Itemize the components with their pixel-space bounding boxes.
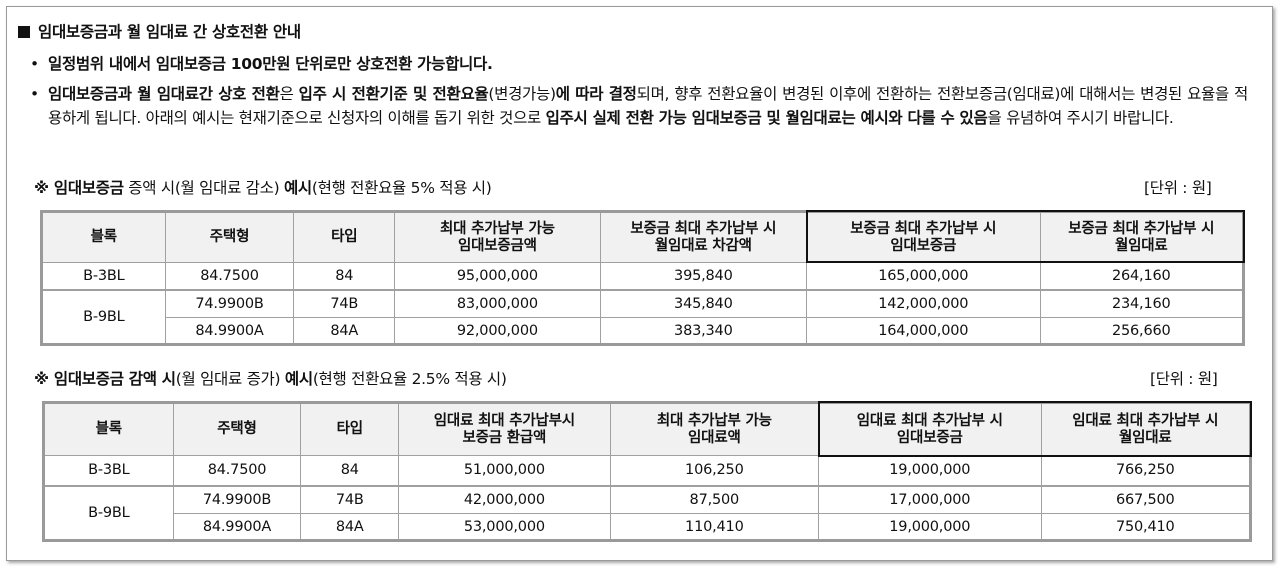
- section1-title-paren: (월 임대료 감소): [174, 179, 284, 197]
- section2-title: ※ 임대보증금 감액 시(월 임대료 증가) 예시(현행 전환요율 2.5% 적…: [34, 367, 507, 389]
- cell-value: 17,000,000: [818, 484, 1042, 514]
- cell-value: 83,000,000: [394, 288, 601, 318]
- header-monthly-rent: 임대료 최대 추가납부 시 월임대료: [1040, 402, 1252, 456]
- section2-title-rate: (현행 전환요율 2.5% 적용 시): [312, 370, 507, 388]
- cell-house-type: 84.9900A: [164, 317, 295, 345]
- increase-deposit-table: 블록 주택형 타입 최대 추가납부 가능 임대보증금액 보증금 최대 추가납부 시…: [40, 210, 1245, 346]
- cell-house-type: 84.9900A: [172, 513, 302, 541]
- bullet2-bold-1: 임대보증금과 월 임대료간 상호 전환: [48, 85, 280, 103]
- header-house-type: 주택형: [164, 211, 295, 263]
- cell-value: 142,000,000: [806, 288, 1041, 318]
- heading-text: 임대보증금과 월 임대료 간 상호전환 안내: [38, 23, 301, 41]
- header-block: 블록: [43, 402, 174, 456]
- section1-title-bold: ※ 임대보증금: [34, 179, 124, 197]
- cell-value: 667,500: [1040, 484, 1252, 514]
- table-row: 84.9900A 84A 92,000,000 383,340 164,000,…: [42, 317, 1244, 345]
- cell-type: 84: [300, 455, 400, 486]
- section1-title: ※ 임대보증금 증액 시(월 임대료 감소) 예시(현행 전환요율 5% 적용 …: [34, 176, 492, 198]
- bullet2-text-8: 을 유념하여 주시기 바랍니다.: [987, 109, 1174, 127]
- bullet-item-1: • 일정범위 내에서 임대보증금 100만원 단위로만 상호전환 가능합니다.: [30, 52, 1248, 76]
- square-bullet-icon: [18, 26, 30, 38]
- header-block: 블록: [41, 211, 166, 263]
- section1-unit: [단위 : 원]: [1144, 179, 1212, 197]
- table-row: 84.9900A 84A 53,000,000 110,410 19,000,0…: [44, 513, 1252, 541]
- table-row: B-9BL 74.9900B 74B 42,000,000 87,500 17,…: [43, 484, 1252, 541]
- decrease-deposit-table: 블록 주택형 타입 임대료 최대 추가납부시 보증금 환급액 최대 추가납부 가능…: [42, 401, 1252, 542]
- cell-value: 95,000,000: [394, 262, 601, 290]
- bullet1-text: 일정범위 내에서 임대보증금 100만원 단위로만 상호전환 가능합니다.: [48, 55, 493, 73]
- bullet2-bold-7: 입주시 실제 전환 가능 임대보증금 및 월임대료는 예시와 다를 수 있음: [545, 109, 988, 127]
- cell-value: 51,000,000: [398, 455, 611, 486]
- cell-value: 110,410: [609, 513, 820, 541]
- cell-block: B-9BL: [43, 484, 174, 541]
- bullet-item-2: • 임대보증금과 월 임대료간 상호 전환은 입주 시 전환기준 및 전환요율(…: [30, 82, 1248, 130]
- section2-unit: [단위 : 원]: [1150, 370, 1218, 388]
- section2-title-bold: ※ 임대보증금 감액 시: [34, 370, 176, 388]
- cell-house-type: 84.7500: [172, 455, 302, 486]
- cell-value: 256,660: [1039, 317, 1244, 345]
- cell-house-type: 74.9900B: [164, 288, 295, 318]
- cell-house-type: 74.9900B: [172, 484, 302, 514]
- header-type: 타입: [300, 402, 400, 456]
- bullet-dot: •: [30, 55, 39, 73]
- cell-type: 84A: [293, 317, 396, 345]
- header-max-deposit: 최대 추가납부 가능 임대보증금액: [394, 211, 601, 263]
- cell-value: 264,160: [1039, 262, 1244, 290]
- section1-title-text: 증액 시: [123, 179, 175, 197]
- bullet2-text-6: 되며, 향후 전환요율이 변경된 이후에 전환하는 전환보증금(임대료)에 대해…: [48, 85, 1248, 127]
- table-header-row: 블록 주택형 타입 임대료 최대 추가납부시 보증금 환급액 최대 추가납부 가능…: [43, 402, 1252, 456]
- cell-type: 74B: [293, 288, 396, 318]
- header-deposit: 임대료 최대 추가납부 시 임대보증금: [818, 402, 1042, 456]
- cell-house-type: 84.7500: [164, 262, 295, 290]
- cell-value: 750,410: [1040, 513, 1252, 541]
- cell-value: 19,000,000: [818, 455, 1042, 486]
- section1-title-rate: (현행 전환요율 5% 적용 시): [311, 179, 492, 197]
- cell-value: 106,250: [609, 455, 820, 486]
- cell-value: 53,000,000: [398, 513, 611, 541]
- cell-block: B-3BL: [41, 262, 166, 290]
- cell-type: 74B: [300, 484, 400, 514]
- header-type: 타입: [293, 211, 396, 263]
- header-monthly-rent: 보증금 최대 추가납부 시 월임대료: [1039, 211, 1244, 263]
- bullet-dot: •: [30, 85, 39, 103]
- cell-value: 92,000,000: [394, 317, 601, 345]
- cell-value: 87,500: [609, 484, 820, 514]
- cell-value: 234,160: [1039, 288, 1244, 318]
- table-row: B-9BL 74.9900B 74B 83,000,000 345,840 14…: [41, 288, 1244, 345]
- bullet2-text-2: 은: [279, 85, 299, 103]
- section-heading: 임대보증금과 월 임대료 간 상호전환 안내: [18, 20, 301, 42]
- cell-block: B-3BL: [43, 455, 174, 486]
- cell-value: 164,000,000: [806, 317, 1041, 345]
- bullet2-bold-5: 에 따라 결정: [555, 85, 637, 103]
- bullet2-bold-3: 입주 시 전환기준 및 전환요율: [298, 85, 489, 103]
- table-row: B-3BL 84.7500 84 51,000,000 106,250 19,0…: [43, 455, 1252, 486]
- header-house-type: 주택형: [172, 402, 302, 456]
- cell-type: 84: [293, 262, 396, 290]
- cell-value: 165,000,000: [806, 262, 1041, 290]
- cell-value: 395,840: [599, 262, 808, 290]
- section1-title-example: 예시: [283, 179, 312, 197]
- cell-type: 84A: [300, 513, 400, 541]
- cell-block: B-9BL: [41, 288, 166, 345]
- header-deposit: 보증금 최대 추가납부 시 임대보증금: [806, 211, 1041, 263]
- notice-bullets: • 일정범위 내에서 임대보증금 100만원 단위로만 상호전환 가능합니다. …: [30, 52, 1248, 136]
- table-row: B-3BL 84.7500 84 95,000,000 395,840 165,…: [41, 262, 1244, 290]
- cell-value: 19,000,000: [818, 513, 1042, 541]
- cell-value: 766,250: [1040, 455, 1252, 486]
- bullet2-text-4: (변경가능): [488, 85, 556, 103]
- header-max-rent: 최대 추가납부 가능 임대료액: [609, 402, 820, 456]
- table-header-row: 블록 주택형 타입 최대 추가납부 가능 임대보증금액 보증금 최대 추가납부 시…: [41, 211, 1244, 263]
- cell-value: 345,840: [599, 288, 808, 318]
- cell-value: 42,000,000: [398, 484, 611, 514]
- cell-value: 383,340: [599, 317, 808, 345]
- header-deposit-refund: 임대료 최대 추가납부시 보증금 환급액: [398, 402, 611, 456]
- section2-title-example: 예시: [284, 370, 313, 388]
- header-rent-reduction: 보증금 최대 추가납부 시 월임대료 차감액: [599, 211, 808, 263]
- section2-title-paren: (월 임대료 증가): [175, 370, 285, 388]
